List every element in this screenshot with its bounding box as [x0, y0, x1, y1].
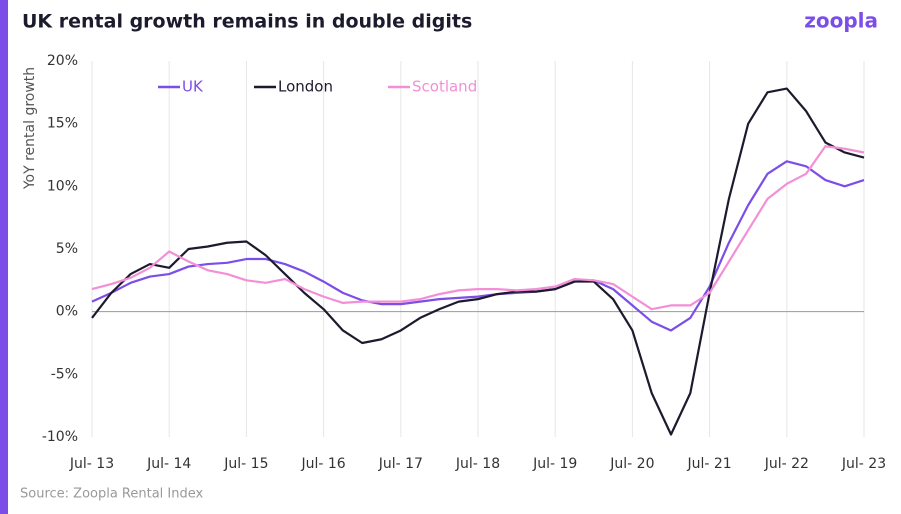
y-tick-label: 15%: [47, 116, 78, 132]
x-tick-label: Jul- 17: [378, 456, 423, 472]
y-tick-label: 20%: [47, 53, 78, 69]
chart-title: UK rental growth remains in double digit…: [22, 11, 472, 33]
y-tick-label: -10%: [42, 429, 78, 445]
x-tick-label: Jul- 13: [69, 456, 114, 472]
y-axis-label: YoY rental growth: [22, 67, 38, 190]
legend-label: Scotland: [412, 78, 477, 96]
x-tick-label: Jul- 21: [686, 456, 731, 472]
y-tick-label: 0%: [56, 304, 78, 320]
x-tick-label: Jul- 20: [609, 456, 654, 472]
legend-label: London: [278, 78, 333, 96]
accent-bar: [0, 0, 8, 514]
x-tick-label: Jul- 15: [223, 456, 268, 472]
y-tick-label: 5%: [56, 241, 78, 257]
series-line: [91, 160, 865, 332]
y-tick-label: -5%: [51, 366, 78, 382]
x-tick-label: Jul- 16: [300, 456, 345, 472]
source: Source: Zoopla Rental Index: [20, 487, 204, 502]
x-tick-label: Jul- 18: [455, 456, 500, 472]
x-tick-label: Jul- 19: [532, 456, 577, 472]
legend-label: UK: [182, 78, 204, 96]
x-tick-label: Jul- 14: [146, 456, 191, 472]
series-line: [91, 145, 865, 311]
x-tick-label: Jul- 22: [764, 456, 809, 472]
y-tick-label: 10%: [47, 178, 78, 194]
logo: zoopla: [804, 9, 878, 33]
series-line: [91, 87, 865, 436]
x-tick-label: Jul- 23: [841, 456, 886, 472]
